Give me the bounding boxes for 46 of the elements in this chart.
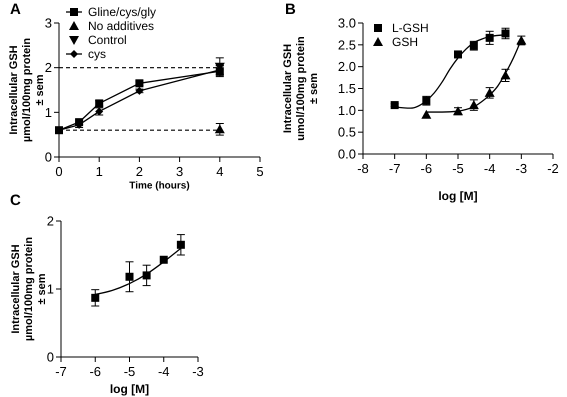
x-tick-label: 3 — [176, 164, 184, 179]
legend-label: L-GSH — [392, 21, 429, 36]
x-tick-label: 2 — [136, 164, 144, 179]
legend-label: GSH — [392, 35, 418, 50]
chart-title: C — [10, 192, 21, 209]
y-tick-label: 1.5 — [338, 81, 356, 96]
y-axis-title: Intracellular GSH µmol/100mg protein ± sem — [8, 38, 46, 142]
chart-title: A — [10, 1, 21, 18]
y-tick-label: 3 — [44, 16, 52, 31]
y-tick-label: 2.5 — [338, 37, 356, 52]
x-tick-label: -5 — [452, 161, 464, 176]
x-tick-label: -4 — [484, 161, 496, 176]
y-tick-label: 0 — [46, 350, 54, 365]
y-tick-label: 3.0 — [338, 16, 356, 31]
legend-label: Gline/cys/gly — [88, 5, 156, 20]
y-tick-label: 1 — [46, 282, 54, 297]
x-tick-label: -6 — [89, 364, 102, 379]
x-tick-label: -7 — [55, 364, 67, 379]
x-tick-label: -2 — [547, 161, 559, 176]
legend-label: No additives — [88, 19, 154, 34]
x-tick-label: 1 — [96, 164, 103, 179]
y-tick-label: 2.0 — [338, 59, 356, 74]
y-tick-label: 0.5 — [338, 124, 356, 140]
x-tick-label: -7 — [388, 161, 400, 176]
x-tick-label: -8 — [357, 161, 369, 176]
x-axis-title: log [M] — [110, 382, 150, 396]
x-tick-label: -5 — [124, 364, 136, 379]
x-tick-label: 4 — [216, 164, 224, 179]
y-tick-label: 1.0 — [338, 102, 356, 118]
x-tick-label: -4 — [158, 364, 170, 379]
legend-label: cys — [88, 47, 106, 62]
x-tick-label: -6 — [420, 161, 432, 176]
y-tick-label: 1 — [44, 104, 52, 120]
x-axis-title: log [M] — [438, 189, 478, 204]
y-tick-label: 0.0 — [338, 146, 356, 162]
x-axis-title: Time (hours) — [129, 180, 190, 192]
legend-label: Control — [88, 33, 127, 48]
y-tick-label: 2 — [46, 214, 54, 229]
x-tick-label: -3 — [516, 161, 528, 176]
y-axis-title: Intracellular GSH umol/100mg protein ± sem — [282, 36, 320, 141]
y-axis-title: Intracellular GSH µmol/100mg protein ± sem — [10, 236, 48, 342]
chart-title: B — [285, 1, 296, 18]
y-tick-label: 0 — [44, 150, 52, 165]
x-tick-label: -3 — [192, 364, 204, 379]
x-tick-label: 5 — [256, 164, 264, 179]
y-tick-label: 2 — [44, 60, 52, 76]
